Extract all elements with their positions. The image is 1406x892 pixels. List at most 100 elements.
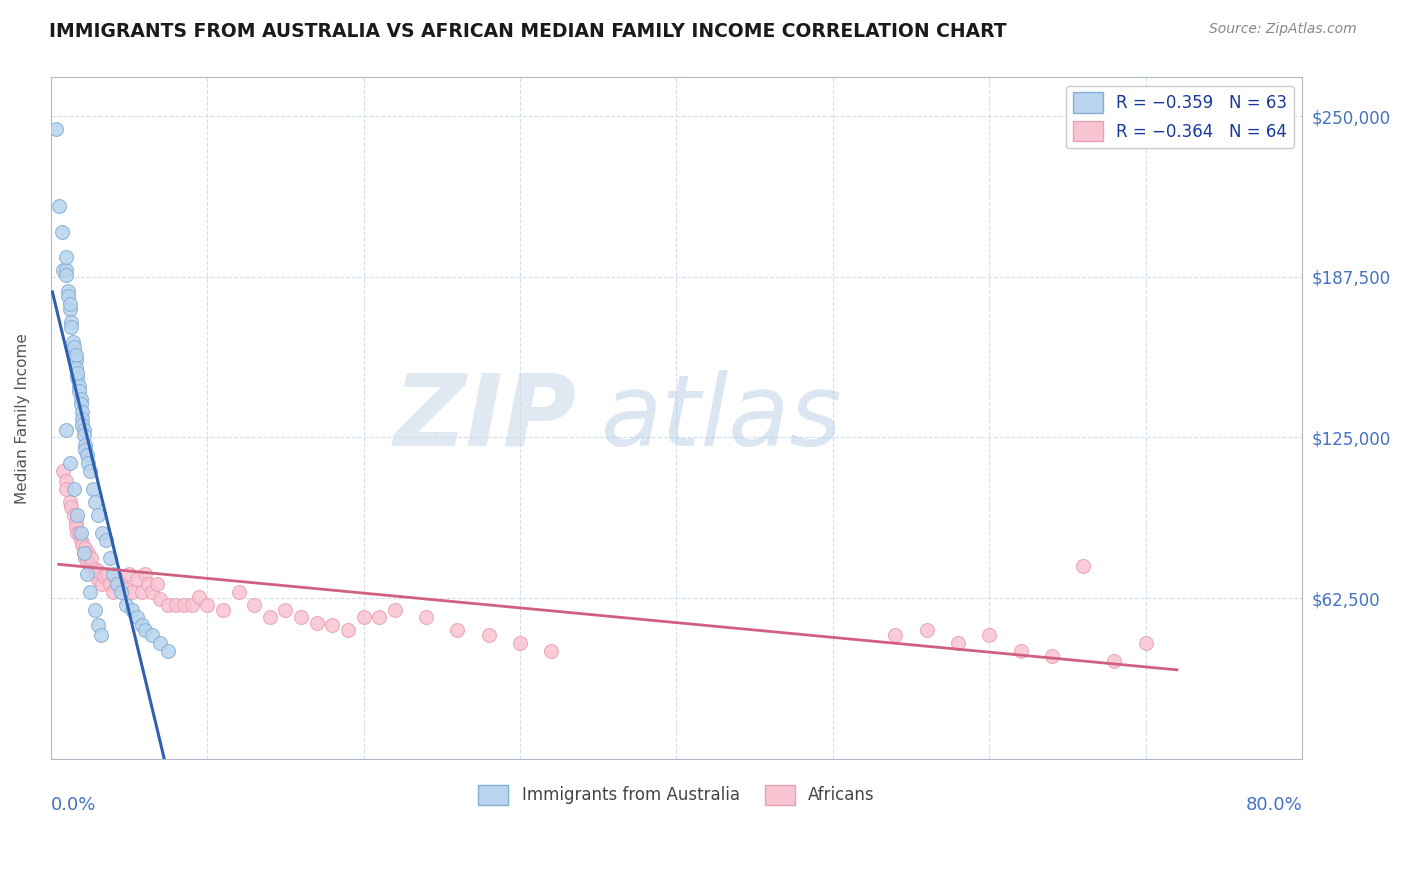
Point bbox=[76, 554, 98, 568]
Point bbox=[118, 566, 141, 581]
Point bbox=[98, 551, 121, 566]
Point bbox=[141, 628, 163, 642]
Point bbox=[87, 564, 110, 578]
Point bbox=[91, 577, 114, 591]
Point bbox=[69, 397, 91, 411]
Point bbox=[73, 546, 96, 560]
Point bbox=[141, 584, 163, 599]
Point bbox=[415, 610, 437, 624]
Point bbox=[63, 482, 86, 496]
Point bbox=[55, 423, 77, 437]
Point bbox=[67, 525, 90, 540]
Point bbox=[59, 301, 82, 316]
Point bbox=[65, 520, 87, 534]
Point bbox=[63, 345, 86, 359]
Point bbox=[55, 263, 77, 277]
Point bbox=[91, 525, 114, 540]
Point bbox=[173, 598, 195, 612]
Point bbox=[79, 584, 101, 599]
Point bbox=[69, 392, 91, 406]
Point bbox=[66, 366, 89, 380]
Point bbox=[134, 624, 156, 638]
Text: 0.0%: 0.0% bbox=[51, 797, 96, 814]
Point bbox=[55, 268, 77, 283]
Point bbox=[188, 590, 211, 604]
Point bbox=[60, 315, 83, 329]
Point bbox=[1010, 644, 1032, 658]
Point bbox=[80, 551, 103, 566]
Point bbox=[52, 464, 75, 478]
Point bbox=[243, 598, 266, 612]
Point bbox=[75, 541, 97, 555]
Point bbox=[87, 508, 110, 522]
Point bbox=[73, 423, 96, 437]
Point bbox=[121, 602, 143, 616]
Point bbox=[110, 584, 132, 599]
Text: atlas: atlas bbox=[602, 369, 844, 467]
Point bbox=[70, 538, 93, 552]
Point bbox=[446, 624, 468, 638]
Text: Source: ZipAtlas.com: Source: ZipAtlas.com bbox=[1209, 22, 1357, 37]
Y-axis label: Median Family Income: Median Family Income bbox=[15, 333, 30, 504]
Point bbox=[212, 602, 235, 616]
Point bbox=[90, 628, 112, 642]
Point bbox=[274, 602, 297, 616]
Point bbox=[77, 456, 100, 470]
Point bbox=[103, 584, 125, 599]
Point bbox=[157, 644, 180, 658]
Point bbox=[70, 405, 93, 419]
Point bbox=[337, 624, 360, 638]
Point bbox=[1135, 636, 1157, 650]
Text: ZIP: ZIP bbox=[394, 369, 576, 467]
Point bbox=[98, 577, 121, 591]
Point bbox=[65, 361, 87, 376]
Point bbox=[67, 384, 90, 398]
Point bbox=[79, 558, 101, 573]
Point bbox=[60, 500, 83, 514]
Point bbox=[55, 474, 77, 488]
Point bbox=[1040, 648, 1063, 663]
Point bbox=[79, 464, 101, 478]
Point bbox=[73, 427, 96, 442]
Point bbox=[105, 577, 128, 591]
Legend: Immigrants from Australia, Africans: Immigrants from Australia, Africans bbox=[471, 778, 882, 812]
Point bbox=[305, 615, 328, 630]
Point bbox=[884, 628, 907, 642]
Point bbox=[87, 618, 110, 632]
Point bbox=[134, 566, 156, 581]
Point bbox=[94, 533, 117, 548]
Point bbox=[87, 572, 110, 586]
Point bbox=[59, 296, 82, 310]
Point bbox=[131, 584, 153, 599]
Point bbox=[180, 598, 202, 612]
Point bbox=[55, 251, 77, 265]
Point bbox=[1071, 558, 1094, 573]
Point bbox=[149, 636, 172, 650]
Point bbox=[157, 598, 180, 612]
Point bbox=[77, 546, 100, 560]
Point bbox=[83, 561, 105, 575]
Point bbox=[946, 636, 969, 650]
Point bbox=[384, 602, 406, 616]
Point bbox=[44, 121, 66, 136]
Point bbox=[103, 566, 125, 581]
Point bbox=[165, 598, 187, 612]
Text: IMMIGRANTS FROM AUSTRALIA VS AFRICAN MEDIAN FAMILY INCOME CORRELATION CHART: IMMIGRANTS FROM AUSTRALIA VS AFRICAN MED… bbox=[49, 22, 1007, 41]
Point bbox=[65, 348, 87, 362]
Point bbox=[76, 449, 98, 463]
Point bbox=[83, 602, 105, 616]
Point bbox=[48, 199, 70, 213]
Point bbox=[195, 598, 218, 612]
Point bbox=[321, 618, 343, 632]
Point bbox=[96, 566, 118, 581]
Point bbox=[83, 494, 105, 508]
Point bbox=[110, 577, 132, 591]
Point bbox=[105, 572, 128, 586]
Point bbox=[136, 577, 159, 591]
Point bbox=[915, 624, 938, 638]
Point bbox=[115, 582, 138, 596]
Point bbox=[509, 636, 531, 650]
Point bbox=[55, 482, 77, 496]
Point bbox=[52, 263, 75, 277]
Point bbox=[75, 443, 97, 458]
